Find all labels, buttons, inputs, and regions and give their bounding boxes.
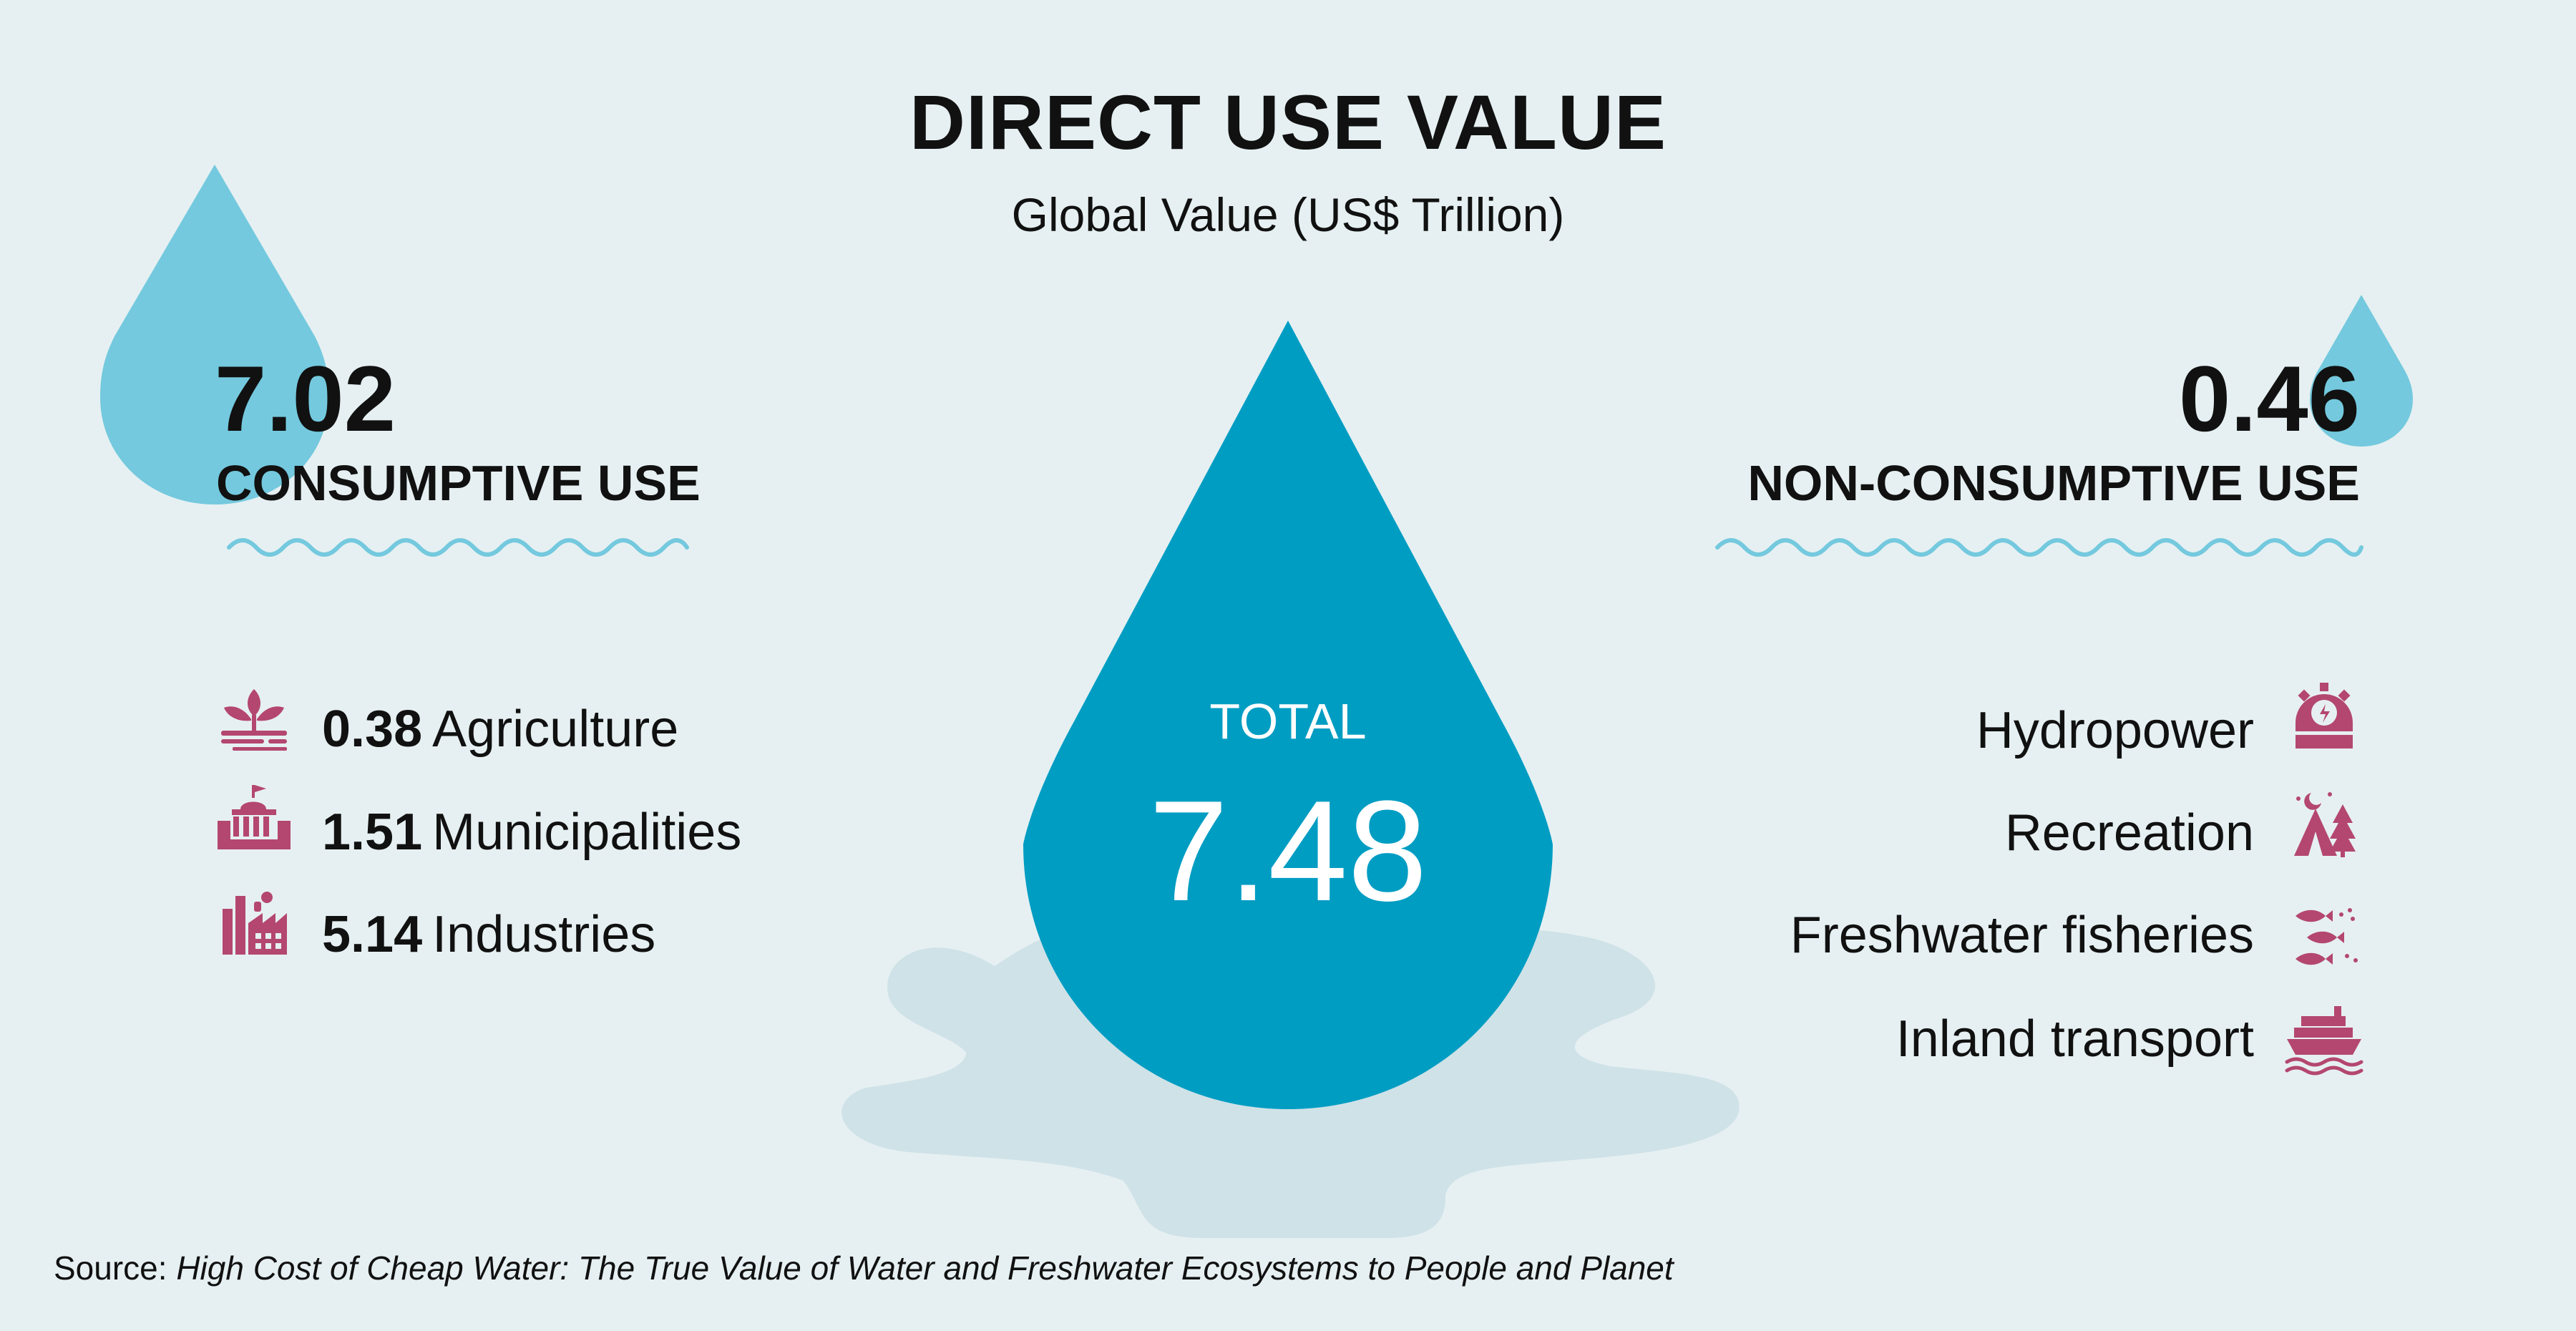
consumptive-drop-icon <box>100 165 329 504</box>
fisheries-label: Freshwater fisheries <box>1790 907 2254 964</box>
municipalities-label: Municipalities <box>432 804 742 861</box>
hydropower-label: Hydropower <box>1976 702 2254 759</box>
wave-divider-left <box>227 538 689 557</box>
list-item-freshwater-fisheries: Freshwater fisheries <box>1790 910 2254 961</box>
list-item-agriculture: 0.38 Agriculture <box>322 703 678 755</box>
total-value: 7.48 <box>1148 771 1428 931</box>
source-prefix: Source: <box>54 1249 177 1287</box>
factory-icon <box>223 892 287 955</box>
page-title: DIRECT USE VALUE <box>909 79 1667 165</box>
non-consumptive-drop-icon <box>2310 295 2413 447</box>
source-title: High Cost of Cheap Water: The True Value… <box>176 1249 1674 1287</box>
city-hall-icon <box>218 785 291 849</box>
total-drop-icon <box>1023 321 1553 1109</box>
page-subtitle: Global Value (US$ Trillion) <box>1011 188 1565 241</box>
total-label: TOTAL <box>1209 693 1367 749</box>
non-consumptive-label: NON-CONSUMPTIVE USE <box>1747 455 2360 511</box>
list-item-hydropower: Hydropower <box>1976 705 2254 756</box>
source-citation: Source: High Cost of Cheap Water: The Tr… <box>54 1249 1674 1287</box>
list-item-inland-transport: Inland transport <box>1896 1013 2254 1065</box>
ship-icon <box>2285 1006 2363 1076</box>
wave-divider-right <box>1715 538 2363 557</box>
transport-label: Inland transport <box>1896 1010 2254 1068</box>
fish-icon <box>2296 908 2358 965</box>
consumptive-value: 7.02 <box>215 346 396 451</box>
consumptive-label: CONSUMPTIVE USE <box>216 455 701 511</box>
hydropower-icon <box>2291 683 2357 749</box>
agriculture-label: Agriculture <box>432 701 679 758</box>
list-item-municipalities: 1.51 Municipalities <box>322 806 741 858</box>
industries-label: Industries <box>432 906 656 963</box>
industries-value: 5.14 <box>322 906 423 963</box>
municipalities-value: 1.51 <box>322 804 423 861</box>
sprout-icon <box>221 689 287 751</box>
list-item-recreation: Recreation <box>2005 807 2254 859</box>
list-item-industries: 5.14 Industries <box>322 909 655 960</box>
non-consumptive-value: 0.46 <box>2178 346 2360 451</box>
agriculture-value: 0.38 <box>322 701 423 758</box>
recreation-label: Recreation <box>2004 804 2254 862</box>
tent-tree-icon <box>2294 792 2356 857</box>
